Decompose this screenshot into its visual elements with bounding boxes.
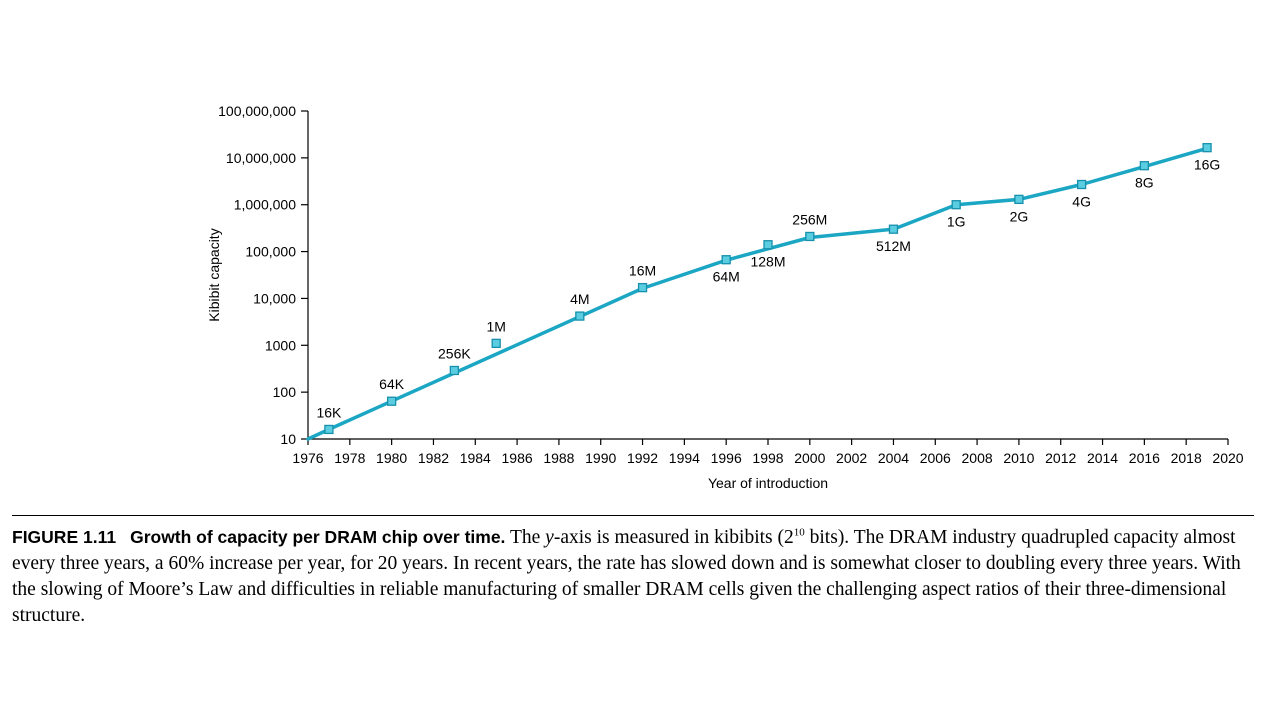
y-tick-label: 1,000,000 bbox=[234, 197, 296, 213]
data-marker-8g bbox=[1139, 161, 1150, 171]
y-tick-label: 10 bbox=[280, 431, 296, 447]
data-marker-128m bbox=[763, 240, 773, 250]
data-label-8g: 8G bbox=[1135, 175, 1154, 191]
data-label-256m: 256M bbox=[792, 211, 827, 227]
x-tick-label: 1998 bbox=[752, 450, 783, 466]
caption-superscript: 10 bbox=[793, 526, 805, 539]
data-marker-1m bbox=[491, 338, 501, 348]
figure-number: FIGURE 1.11 bbox=[12, 527, 117, 547]
x-tick-label: 2012 bbox=[1045, 450, 1076, 466]
data-marker-16m bbox=[637, 282, 648, 293]
dram-capacity-chart: 10 100 1000 10,000 100,000 1,000,000 10,000,00… bbox=[206, 103, 1244, 491]
data-label-16m: 16M bbox=[629, 263, 656, 279]
caption-divider bbox=[12, 515, 1254, 516]
data-markers bbox=[324, 143, 1212, 435]
data-label-256k: 256K bbox=[438, 345, 471, 361]
data-marker-256m bbox=[805, 231, 815, 242]
x-tick-label: 1980 bbox=[376, 450, 407, 466]
caption-italic-y: y bbox=[545, 527, 554, 548]
x-tick-label: 1994 bbox=[669, 450, 700, 466]
data-label-512m: 512M bbox=[876, 238, 911, 254]
capacity-trend-line bbox=[306, 146, 1209, 441]
data-marker-256k bbox=[449, 365, 460, 376]
figure-caption: FIGURE 1.11 Growth of capacity per DRAM c… bbox=[12, 524, 1256, 629]
caption-text-3: bits). The DRAM industry quadrupled capa… bbox=[12, 527, 1241, 626]
data-marker-512m bbox=[888, 224, 899, 234]
x-tick-label: 2010 bbox=[1003, 450, 1034, 466]
data-label-128m: 128M bbox=[750, 254, 785, 270]
x-tick-label: 1986 bbox=[502, 450, 533, 466]
x-axis: 1976 1978 1980 1982 1984 1986 1988 1990 1992 1994… bbox=[292, 438, 1244, 466]
data-label-1m: 1M bbox=[486, 318, 505, 334]
caption-text-1: The bbox=[509, 527, 546, 548]
y-tick-label: 10,000 bbox=[253, 290, 296, 306]
data-marker-16k bbox=[324, 424, 334, 435]
data-label-4m: 4M bbox=[570, 291, 589, 307]
data-marker-4g bbox=[1076, 179, 1087, 190]
x-tick-label: 2002 bbox=[836, 450, 867, 466]
x-axis-title: Year of introduction bbox=[708, 475, 828, 491]
x-tick-label: 1984 bbox=[460, 450, 491, 466]
y-tick-label: 1000 bbox=[265, 337, 296, 353]
y-axis: 10 100 1000 10,000 100,000 1,000,000 10,000,00… bbox=[218, 103, 309, 447]
x-tick-label: 2000 bbox=[794, 450, 825, 466]
y-tick-label: 100 bbox=[273, 384, 297, 400]
x-tick-label: 2004 bbox=[878, 450, 909, 466]
x-tick-label: 2008 bbox=[962, 450, 993, 466]
y-tick-label: 10,000,000 bbox=[226, 150, 296, 166]
data-labels: 16K 64K 256K 1M 4M 16M 64M 128M 256M 512M 1G 2G 4G 8G… bbox=[316, 157, 1220, 421]
data-marker-2g bbox=[1014, 194, 1024, 205]
data-marker-64m bbox=[721, 255, 731, 265]
y-tick-label: 100,000 bbox=[245, 244, 296, 260]
x-tick-label: 1978 bbox=[334, 450, 365, 466]
x-tick-label: 2014 bbox=[1087, 450, 1118, 466]
data-label-16g: 16G bbox=[1194, 157, 1220, 173]
data-label-2g: 2G bbox=[1010, 208, 1029, 224]
data-marker-4m bbox=[575, 311, 585, 321]
data-label-1g: 1G bbox=[947, 214, 966, 230]
caption-text-2: -axis is measured in kibibits (2 bbox=[553, 527, 794, 548]
x-tick-label: 2016 bbox=[1129, 450, 1160, 466]
x-tick-label: 1988 bbox=[543, 450, 574, 466]
x-tick-label: 2018 bbox=[1171, 450, 1202, 466]
x-tick-label: 2020 bbox=[1212, 450, 1243, 466]
x-tick-label: 1982 bbox=[418, 450, 449, 466]
x-tick-label: 2006 bbox=[920, 450, 951, 466]
data-label-4g: 4G bbox=[1072, 194, 1091, 210]
y-axis-title: Kibibit capacity bbox=[206, 228, 222, 321]
x-tick-label: 1990 bbox=[585, 450, 616, 466]
x-tick-label: 1996 bbox=[711, 450, 742, 466]
figure-title: Growth of capacity per DRAM chip over ti… bbox=[130, 527, 506, 547]
data-marker-64k bbox=[386, 396, 397, 406]
data-label-64m: 64M bbox=[713, 269, 740, 285]
y-tick-label: 100,000,000 bbox=[218, 103, 296, 119]
x-tick-label: 1992 bbox=[627, 450, 658, 466]
data-label-16k: 16K bbox=[316, 404, 342, 420]
data-marker-1g bbox=[951, 200, 961, 210]
data-marker-16g bbox=[1202, 143, 1212, 153]
x-tick-label: 1976 bbox=[292, 450, 323, 466]
data-label-64k: 64K bbox=[379, 376, 405, 392]
